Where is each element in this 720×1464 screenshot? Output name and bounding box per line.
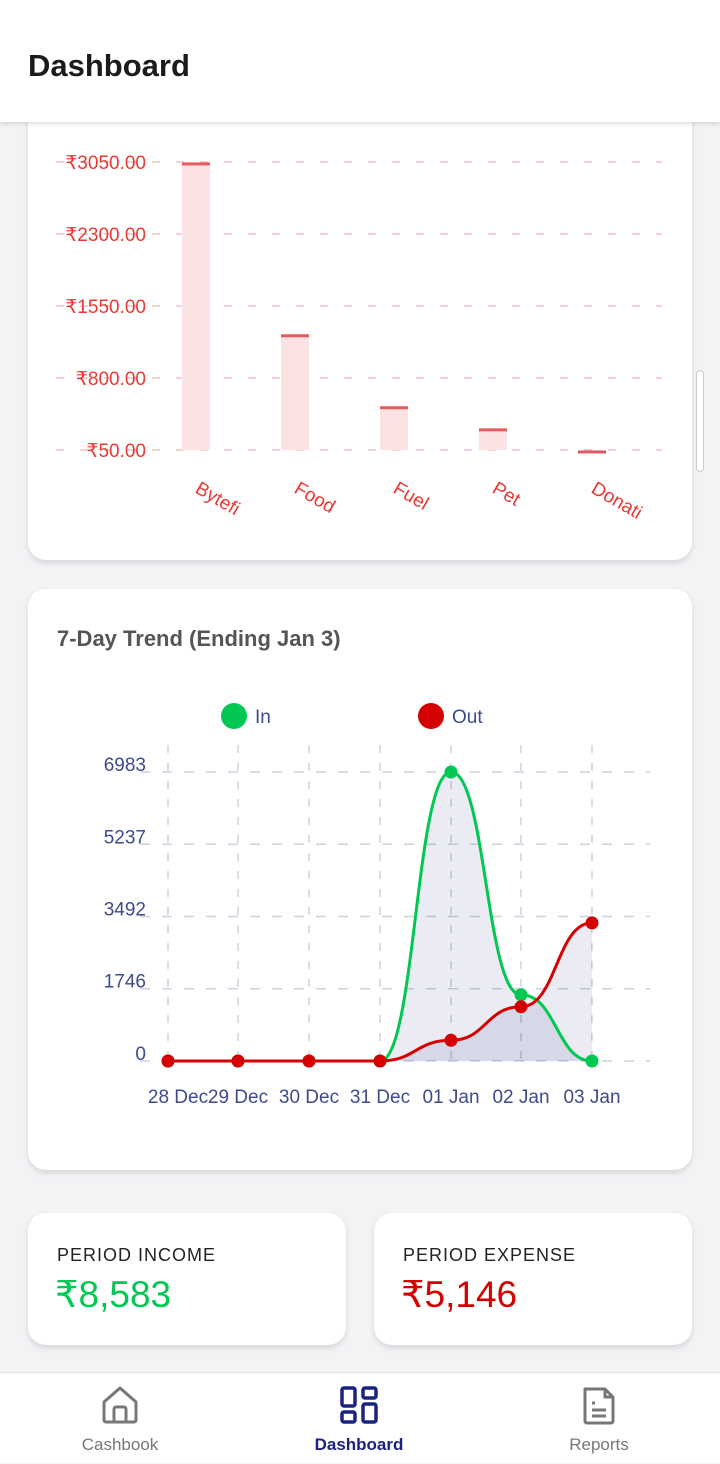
data-point-out [302, 1054, 316, 1068]
line-x-label: 30 Dec [279, 1087, 339, 1108]
bar-y-tick-label: ₹800.00 [76, 369, 146, 390]
nav-dashboard[interactable]: Dashboard [279, 1373, 439, 1464]
bar-y-tick-label: ₹1550.00 [65, 297, 146, 318]
bar-cap [479, 428, 507, 432]
bottom-nav: Cashbook Dashboard Reports [0, 1372, 720, 1463]
trend-line-chart: 6983 5237 3492 1746 0 28 Dec 29 Dec 30 Dec 31 De… [104, 703, 650, 1108]
bar-y-tick-label: ₹50.00 [86, 441, 146, 462]
nav-reports[interactable]: Reports [519, 1373, 679, 1464]
legend-label-in: In [255, 707, 271, 728]
line-y-tick-label: 3492 [104, 899, 146, 920]
nav-cashbook-label: Cashbook [81, 1435, 159, 1454]
trend-chart-card: 7-Day Trend (Ending Jan 3) [28, 589, 692, 1170]
data-point-out [585, 916, 599, 930]
bar-y-tick-label: ₹3050.00 [65, 153, 146, 174]
line-x-label: 28 Dec [148, 1087, 208, 1108]
document-icon [583, 1387, 615, 1425]
line-x-label: 01 Jan [422, 1087, 479, 1108]
data-point-in [585, 1054, 599, 1068]
bar-pet [479, 429, 507, 450]
data-point-out [231, 1054, 245, 1068]
line-x-label: 02 Jan [492, 1087, 549, 1108]
line-y-tick-label: 0 [135, 1044, 146, 1065]
legend-marker-in [221, 703, 247, 729]
period-expense-card: PERIOD EXPENSE ₹5,146 [374, 1213, 692, 1345]
data-point-out [444, 1033, 458, 1047]
line-y-tick-label: 6983 [104, 755, 146, 776]
bar-fuel [380, 407, 408, 450]
category-bar-chart: ₹3050.00₹2300.00₹1550.00₹800.00₹50.00Byt… [56, 153, 662, 524]
bar-y-tick-label: ₹2300.00 [65, 225, 146, 246]
trend-chart-title: 7-Day Trend (Ending Jan 3) [57, 626, 341, 651]
legend-marker-out [418, 703, 444, 729]
scrollbar[interactable] [696, 370, 704, 472]
bar-cap [281, 334, 309, 338]
nav-dashboard-label: Dashboard [314, 1435, 404, 1454]
app-header: Dashboard [0, 0, 720, 122]
data-point-in [444, 765, 458, 779]
nav-reports-label: Reports [569, 1435, 629, 1454]
bar-food [281, 335, 309, 450]
nav-cashbook[interactable]: Cashbook [40, 1373, 200, 1464]
line-x-label: 03 Jan [563, 1087, 620, 1108]
page-title: Dashboard [28, 48, 190, 83]
period-expense-value: ₹5,146 [401, 1274, 518, 1315]
series-area-out [168, 922, 592, 1061]
data-point-out [373, 1054, 387, 1068]
period-income-label: PERIOD INCOME [57, 1245, 217, 1265]
legend-label-out: Out [452, 707, 483, 728]
line-y-tick-label: 5237 [104, 827, 146, 848]
home-icon [102, 1386, 138, 1424]
bar-cap [578, 450, 606, 454]
line-x-label: 29 Dec [208, 1087, 268, 1108]
period-expense-label: PERIOD EXPENSE [403, 1245, 577, 1265]
line-x-label: 31 Dec [350, 1087, 410, 1108]
bar-cap [182, 162, 210, 166]
data-point-out [161, 1054, 175, 1068]
grid-icon [340, 1386, 378, 1424]
category-bar-chart-card [28, 90, 692, 560]
bar-cap [380, 406, 408, 410]
series-area-in [168, 772, 592, 1061]
bar-bytefi [182, 163, 210, 451]
period-income-card: PERIOD INCOME ₹8,583 [28, 1213, 346, 1345]
data-point-out [514, 1000, 528, 1014]
data-point-in [514, 988, 528, 1002]
period-income-value: ₹8,583 [55, 1274, 172, 1315]
line-y-tick-label: 1746 [104, 972, 146, 993]
